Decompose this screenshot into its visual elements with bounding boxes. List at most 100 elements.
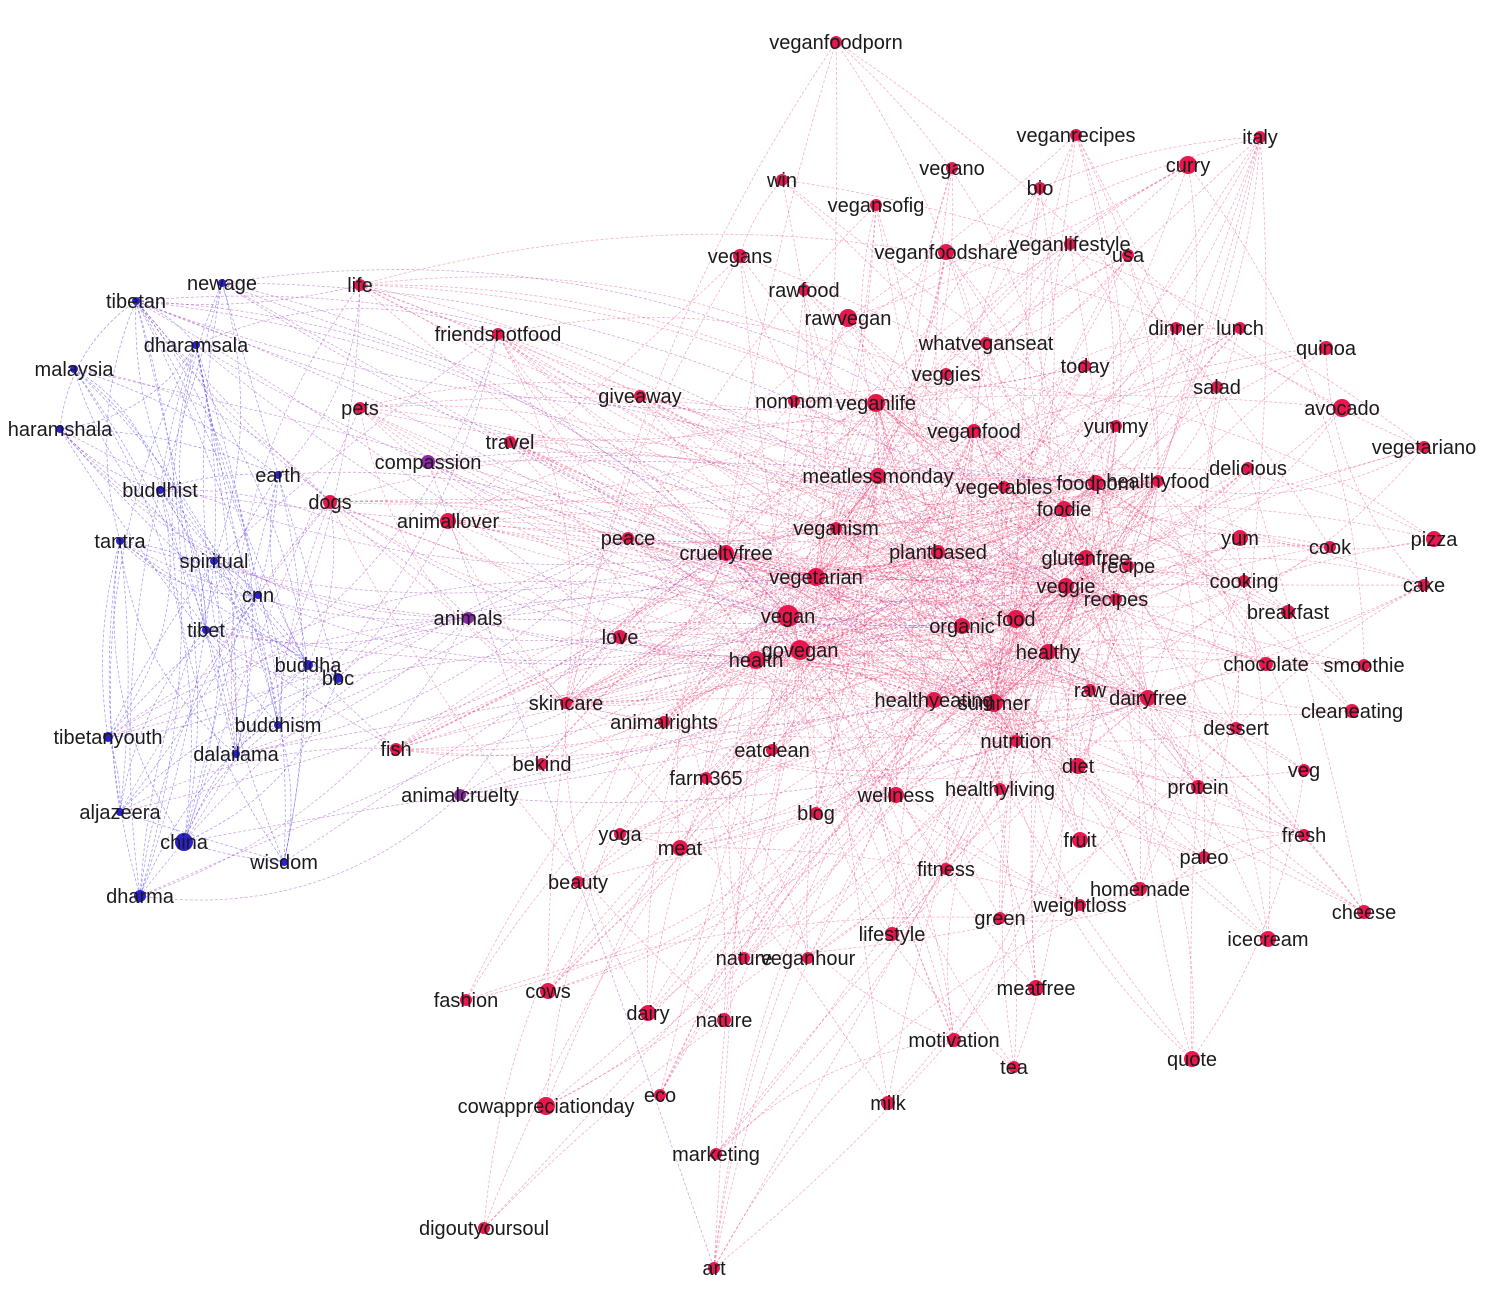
node-protein: [1191, 780, 1205, 794]
edge: [1015, 740, 1305, 836]
edge: [1203, 834, 1305, 858]
node-label: delicious: [1209, 458, 1287, 480]
edge: [73, 368, 237, 755]
node-foodporn: [1088, 475, 1104, 491]
node-label: love: [602, 627, 639, 649]
edge: [877, 475, 1117, 600]
edge: [135, 300, 331, 503]
edge: [835, 430, 975, 529]
edge: [1077, 598, 1117, 767]
node-vegetariano: [1418, 441, 1430, 453]
edge: [755, 659, 935, 701]
edge: [1095, 482, 1267, 665]
edge: [205, 617, 469, 644]
edge: [1015, 585, 1067, 742]
edge: [875, 402, 963, 627]
edge: [787, 615, 1017, 636]
edge: [787, 615, 1305, 779]
edge: [815, 482, 1097, 814]
node-yoga: [614, 828, 626, 840]
node-label: summer: [958, 693, 1031, 715]
node-bekind: [536, 758, 548, 770]
node-label: plantbased: [889, 542, 987, 564]
edge: [135, 300, 253, 755]
edge: [541, 576, 817, 765]
edge: [447, 420, 975, 522]
node-cows: [540, 983, 556, 999]
edge: [107, 594, 259, 738]
node-food: [1007, 610, 1025, 628]
edge: [337, 636, 621, 679]
node-recipe: [1122, 560, 1134, 572]
edge: [659, 446, 1425, 1096]
edge: [973, 327, 1241, 432]
node-layer: [56, 36, 1442, 1274]
edge: [755, 365, 1086, 661]
edge: [459, 552, 727, 796]
edge: [619, 481, 1097, 638]
node-dairyfree: [1140, 690, 1156, 706]
edge: [1204, 327, 1241, 729]
edge: [679, 585, 1067, 849]
edge: [547, 482, 1097, 992]
edge: [1157, 446, 1425, 495]
edge: [933, 651, 1049, 701]
node-china: [175, 833, 193, 851]
node-icecream: [1260, 931, 1276, 947]
node-label: eatclean: [734, 740, 810, 762]
node-label: veganlife: [836, 393, 916, 415]
node-label: rawfood: [768, 280, 839, 302]
edge: [875, 402, 1049, 653]
node-bio: [1034, 182, 1046, 194]
node-label: dessert: [1203, 718, 1269, 740]
edge: [993, 702, 1193, 1060]
edge: [945, 557, 1087, 870]
edge: [933, 486, 1005, 701]
edge: [947, 740, 1017, 1041]
edge: [875, 402, 1067, 587]
edge: [135, 300, 197, 346]
edge: [139, 794, 461, 901]
edge: [221, 282, 279, 476]
node-tibetanyouth: [103, 732, 113, 742]
edge: [787, 446, 1425, 617]
edge: [459, 651, 1049, 796]
edge: [577, 243, 1071, 883]
edge: [73, 368, 727, 554]
edge: [755, 508, 1065, 661]
edge: [1037, 508, 1065, 653]
node-veganfoodporn: [830, 36, 842, 48]
edge: [835, 527, 995, 704]
edge: [807, 697, 1149, 959]
edge: [914, 167, 1017, 742]
edge: [205, 629, 757, 666]
edge: [725, 552, 1237, 729]
edge: [725, 41, 837, 554]
edge: [283, 636, 621, 863]
edge: [1047, 557, 1087, 653]
node-paleo: [1198, 851, 1210, 863]
edge: [787, 204, 877, 617]
edge: [497, 333, 1049, 653]
edge: [1127, 254, 1425, 448]
edge: [183, 474, 279, 843]
edge: [139, 617, 469, 897]
node-label: salad: [1193, 377, 1241, 399]
node-label: veggie: [1037, 576, 1096, 598]
edge: [973, 430, 1159, 482]
edge: [1191, 769, 1305, 1060]
edge: [1115, 537, 1241, 600]
edge: [1003, 473, 1159, 488]
node-marketing: [710, 1148, 722, 1160]
edge: [787, 475, 879, 617]
edge: [803, 289, 877, 404]
edge: [679, 651, 1049, 849]
node-label: veganlifestyle: [1009, 234, 1130, 256]
node-nature: [717, 1013, 731, 1027]
edge: [973, 430, 1067, 587]
edge: [627, 537, 801, 651]
edge: [815, 527, 837, 578]
node-label: dinner: [1148, 318, 1204, 340]
node-homemade: [1133, 882, 1147, 896]
node-nomnom: [788, 395, 800, 407]
